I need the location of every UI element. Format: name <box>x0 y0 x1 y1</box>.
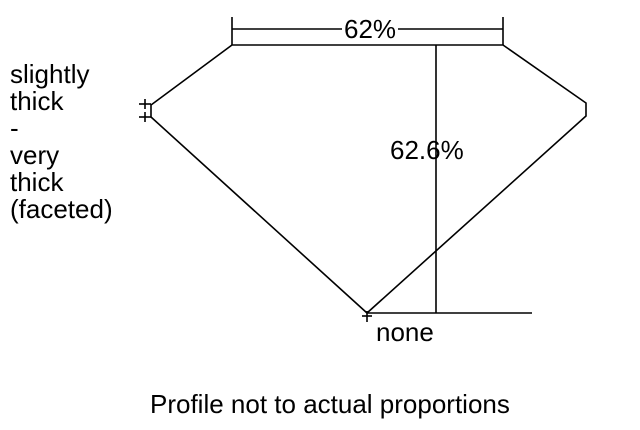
girdle-label-line: thick <box>10 86 64 116</box>
table-percentage-label: 62% <box>342 14 399 44</box>
girdle-label-line: very <box>10 140 60 170</box>
girdle-label-line: thick <box>10 167 64 197</box>
gem-outline <box>150 44 587 315</box>
girdle-label-line: slightly <box>10 59 90 89</box>
footnote: Profile not to actual proportions <box>150 389 510 419</box>
depth-percentage-label: 62.6% <box>390 135 464 165</box>
girdle-label-line: - <box>10 113 19 143</box>
girdle-label: slightly thick - very thick (faceted) <box>10 61 113 223</box>
girdle-label-line: (faceted) <box>10 194 113 224</box>
culet-label: none <box>376 317 434 347</box>
